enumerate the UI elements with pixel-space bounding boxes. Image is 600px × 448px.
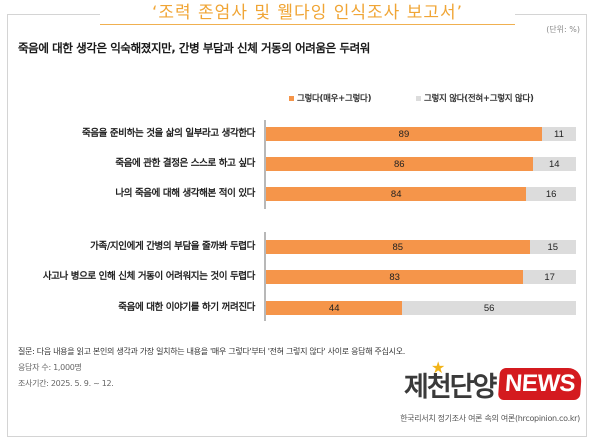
title-underline	[100, 24, 515, 25]
bar-segment-agree: 86	[266, 157, 533, 171]
chart-headline: 죽음에 대한 생각은 익숙해졌지만, 간병 부담과 신체 거동의 어려움은 두려…	[18, 41, 370, 55]
legend-label-disagree: 그렇지 않다(전혀+그렇지 않다)	[424, 94, 534, 104]
unit-label: (단위: %)	[546, 25, 580, 34]
report-title: ‘조력 존엄사 및 웰다잉 인식조사 보고서’	[100, 2, 515, 26]
legend-item-agree: 그렇다(매우+그렇다)	[289, 92, 371, 104]
row-label: 나의 죽음에 대해 생각해본 적이 있다	[115, 188, 255, 199]
bar-track: 86 14	[266, 157, 576, 171]
bar-row: 사고나 병으로 인해 신체 거동이 어려워지는 것이 두렵다 83 17	[0, 270, 600, 284]
row-label: 죽음에 관한 결정은 스스로 하고 싶다	[115, 158, 255, 169]
logo-korean-text: 제천단양 ★	[404, 358, 497, 404]
bar-segment-agree: 85	[266, 240, 530, 254]
logo-news-badge: NEWS	[498, 368, 583, 400]
bar-track: 84 16	[266, 187, 576, 201]
bar-track: 44 56	[266, 301, 576, 315]
bar-row: 나의 죽음에 대해 생각해본 적이 있다 84 16	[0, 187, 600, 201]
bar-row: 죽음을 준비하는 것을 삶의 일부라고 생각한다 89 11	[0, 127, 600, 141]
footnote-respondents: 응답자 수: 1,000명	[18, 363, 82, 372]
bar-segment-disagree: 16	[526, 187, 576, 201]
bar-row: 죽음에 관한 결정은 스스로 하고 싶다 86 14	[0, 157, 600, 171]
bar-row: 가족/지인에게 간병의 부담을 줄까봐 두렵다 85 15	[0, 240, 600, 254]
bar-segment-disagree: 11	[541, 127, 576, 141]
logo-korean-label: 제천단양	[404, 371, 497, 403]
axis-line-group-1	[264, 120, 266, 209]
bar-segment-agree: 84	[266, 187, 527, 201]
star-icon: ★	[431, 357, 445, 377]
footnote-period: 조사기간: 2025. 5. 9. ~ 12.	[18, 379, 114, 388]
bar-track: 85 15	[266, 240, 576, 254]
publisher-logo: 제천단양 ★ NEWS	[404, 358, 583, 404]
bar-row: 죽음에 대한 이야기를 하기 꺼려진다 44 56	[0, 301, 600, 315]
row-label: 사고나 병으로 인해 신체 거동이 어려워지는 것이 두렵다	[42, 271, 256, 282]
source-credit: 한국리서치 정기조사 여론 속의 여론(hrcopinion.co.kr)	[400, 414, 580, 423]
bar-track: 83 17	[266, 270, 576, 284]
bar-segment-agree: 44	[266, 301, 403, 315]
bar-track: 89 11	[266, 127, 576, 141]
row-label: 죽음에 대한 이야기를 하기 꺼려진다	[118, 302, 255, 313]
legend-label-agree: 그렇다(매우+그렇다)	[297, 94, 372, 104]
bar-segment-disagree: 14	[532, 157, 576, 171]
bar-segment-disagree: 56	[402, 301, 576, 315]
legend-swatch-agree-icon	[289, 95, 294, 101]
legend-item-disagree: 그렇지 않다(전혀+그렇지 않다)	[416, 92, 534, 104]
axis-line-group-2	[264, 232, 266, 321]
bar-segment-agree: 83	[266, 270, 524, 284]
row-label: 가족/지인에게 간병의 부담을 줄까봐 두렵다	[90, 241, 255, 252]
bar-segment-agree: 89	[266, 127, 542, 141]
row-label: 죽음을 준비하는 것을 삶의 일부라고 생각한다	[82, 128, 255, 139]
legend-swatch-disagree-icon	[416, 95, 421, 101]
bar-segment-disagree: 15	[529, 240, 576, 254]
footnote-question: 질문: 다음 내용을 읽고 본인의 생각과 가장 일치하는 내용을 '매우 그렇…	[18, 347, 405, 356]
bar-segment-disagree: 17	[523, 270, 576, 284]
chart-frame	[7, 14, 587, 437]
